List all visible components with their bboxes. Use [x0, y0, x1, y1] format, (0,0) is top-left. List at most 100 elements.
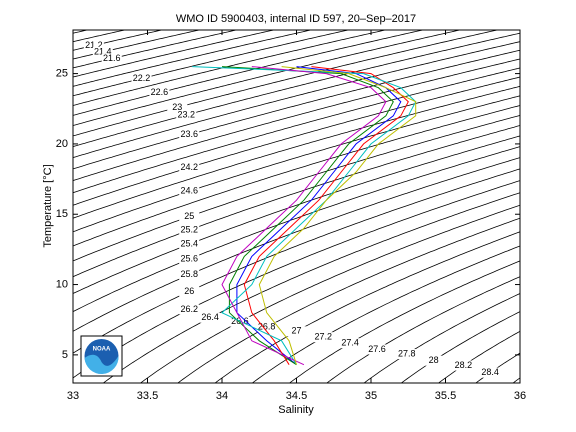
contour-label: 26.2 — [180, 304, 198, 314]
contour-label-bg — [179, 239, 200, 250]
contour-label-bg — [453, 360, 474, 371]
contour-label: 25.6 — [180, 253, 198, 263]
contour-label: 28.2 — [455, 360, 473, 370]
contour-label-bg — [179, 162, 200, 173]
contour-label-bg — [313, 332, 334, 343]
contour-label-bg — [480, 367, 501, 378]
contour-label-bg — [179, 129, 200, 140]
density-contour — [73, 95, 520, 233]
contour-label-bg — [179, 211, 200, 222]
density-contour — [326, 276, 520, 383]
contour-label-bg — [179, 269, 200, 280]
density-contour — [73, 30, 388, 106]
contour-label-bg — [167, 102, 188, 113]
ts-profile — [221, 66, 387, 366]
density-contour — [73, 146, 520, 313]
contour-label: 27.4 — [341, 338, 359, 348]
density-contour — [73, 58, 520, 182]
x-tick-label: 35 — [365, 390, 377, 402]
density-contour — [73, 180, 520, 379]
contour-label: 26 — [184, 286, 194, 296]
contour-label-bg — [179, 254, 200, 265]
contour-label-bg — [179, 304, 200, 315]
density-contour — [73, 76, 520, 206]
contour-label: 28.4 — [481, 367, 499, 377]
contour-label-bg — [83, 40, 104, 51]
density-contour — [214, 231, 520, 383]
contour-label: 26.8 — [258, 322, 276, 332]
density-contour — [73, 67, 520, 194]
density-contour — [73, 30, 239, 69]
noaa-logo: NOAA — [80, 335, 123, 377]
y-tick-label: 10 — [56, 278, 68, 290]
density-contour — [288, 260, 520, 383]
contour-label-bg — [101, 53, 122, 64]
y-tick-label: 20 — [56, 138, 68, 150]
ts-profile — [192, 66, 417, 365]
contour-label: 21.2 — [85, 40, 103, 50]
density-contour — [73, 30, 313, 87]
x-tick-label: 34 — [216, 390, 228, 402]
density-contour — [73, 85, 520, 219]
density-contour — [73, 30, 276, 78]
contour-label: 23 — [172, 102, 182, 112]
ts-profile — [243, 66, 409, 365]
contour-label: 25.2 — [180, 224, 198, 234]
x-tick-label: 35.5 — [435, 390, 456, 402]
density-contour — [73, 114, 520, 262]
density-contour — [475, 352, 520, 383]
density-contour — [512, 377, 520, 383]
contour-label-bg — [366, 344, 387, 355]
ts-profile — [236, 66, 402, 366]
contour-label: 24.6 — [180, 186, 198, 196]
density-contour — [177, 217, 520, 383]
x-tick-label: 33.5 — [137, 390, 158, 402]
logo-text: NOAA — [93, 347, 111, 353]
y-tick-label: 25 — [56, 68, 68, 80]
density-contour — [73, 168, 520, 354]
y-axis-label: Temperature [°C] — [42, 164, 54, 247]
contour-label-bg — [176, 109, 197, 120]
contour-label: 24.2 — [180, 162, 198, 172]
contour-label: 22.6 — [151, 87, 169, 97]
density-contour — [73, 41, 520, 159]
contour-label: 25.4 — [180, 239, 198, 249]
contour-label: 27.2 — [315, 332, 333, 342]
contour-label-bg — [256, 322, 277, 333]
contour-label-bg — [396, 349, 417, 360]
contour-label: 23.6 — [180, 129, 198, 139]
contour-label: 26.4 — [201, 312, 219, 322]
contour-label-bg — [179, 286, 200, 297]
density-contour — [73, 30, 164, 51]
contour-label-bg — [92, 46, 113, 57]
density-contour — [73, 49, 520, 170]
contour-label-bg — [286, 326, 307, 337]
density-contour — [73, 30, 425, 116]
density-contour — [73, 125, 520, 278]
profiles — [192, 66, 417, 366]
contour-label: 25.8 — [180, 269, 198, 279]
contour-label-bg — [149, 87, 170, 98]
contour-label-bg — [131, 73, 152, 84]
contour-label: 28 — [429, 355, 439, 365]
density-contour — [437, 330, 520, 383]
contour-label: 23.2 — [177, 109, 195, 119]
density-contour — [251, 245, 520, 383]
contour-label: 22.2 — [133, 73, 151, 83]
density-contour — [73, 32, 520, 148]
density-contour — [73, 30, 499, 137]
contour-label: 27.8 — [398, 348, 416, 358]
x-tick-label: 33 — [67, 390, 79, 402]
y-tick-label: 5 — [62, 349, 68, 361]
ts-profile — [258, 66, 417, 365]
density-contour — [73, 105, 520, 247]
contour-label: 27 — [291, 326, 301, 336]
contour-label: 25 — [184, 211, 194, 221]
contour-label-bg — [179, 186, 200, 197]
contour-label-bg — [179, 225, 200, 236]
density-contour — [73, 157, 520, 332]
ts-profile — [221, 66, 394, 366]
density-contour — [102, 192, 520, 383]
